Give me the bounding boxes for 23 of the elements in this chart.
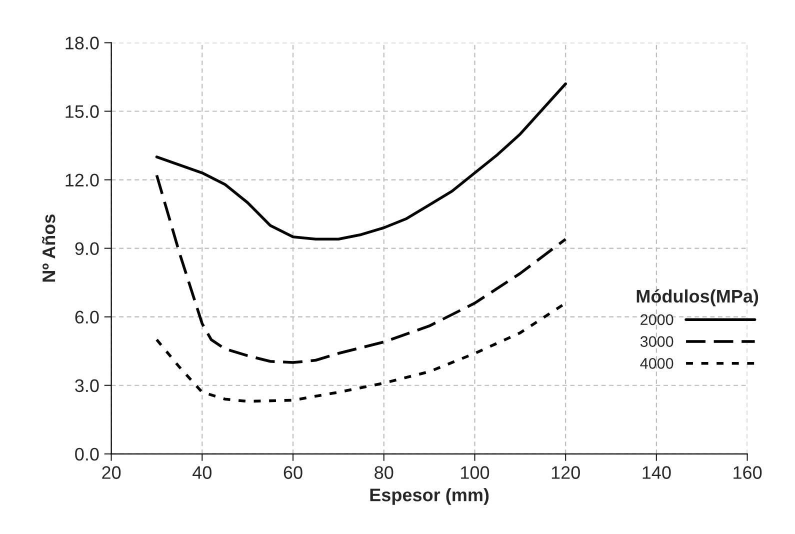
y-tick-label: 12.0	[66, 174, 99, 186]
x-tick-label: 160	[734, 466, 762, 479]
y-tick-label: 6.0	[75, 310, 99, 324]
x-tick-label: 80	[374, 466, 394, 479]
y-axis-title: Nº Años	[42, 214, 56, 282]
x-axis-title: Espesor (mm)	[370, 488, 489, 505]
y-tick-label: 15.0	[66, 105, 99, 118]
y-tick-label: 3.0	[75, 379, 99, 392]
legend-label: 4000	[640, 358, 674, 369]
line-series	[155, 174, 567, 364]
x-tick-label: 20	[102, 466, 121, 479]
y-tick-label: 18.0	[66, 36, 99, 50]
x-tick-label: 100	[461, 466, 490, 479]
legend-label: 3000	[640, 336, 674, 347]
y-tick-label: 0.0	[75, 448, 99, 461]
y-tick-label: 9.0	[75, 242, 99, 256]
x-tick-label: 120	[552, 466, 580, 479]
x-tick-label: 40	[192, 466, 212, 479]
x-tick-label: 140	[642, 466, 671, 479]
line-series	[155, 82, 567, 241]
x-tick-label: 60	[284, 466, 302, 479]
legend-title: Módulos(MPa)	[636, 289, 758, 306]
legend-label: 2000	[640, 314, 674, 326]
